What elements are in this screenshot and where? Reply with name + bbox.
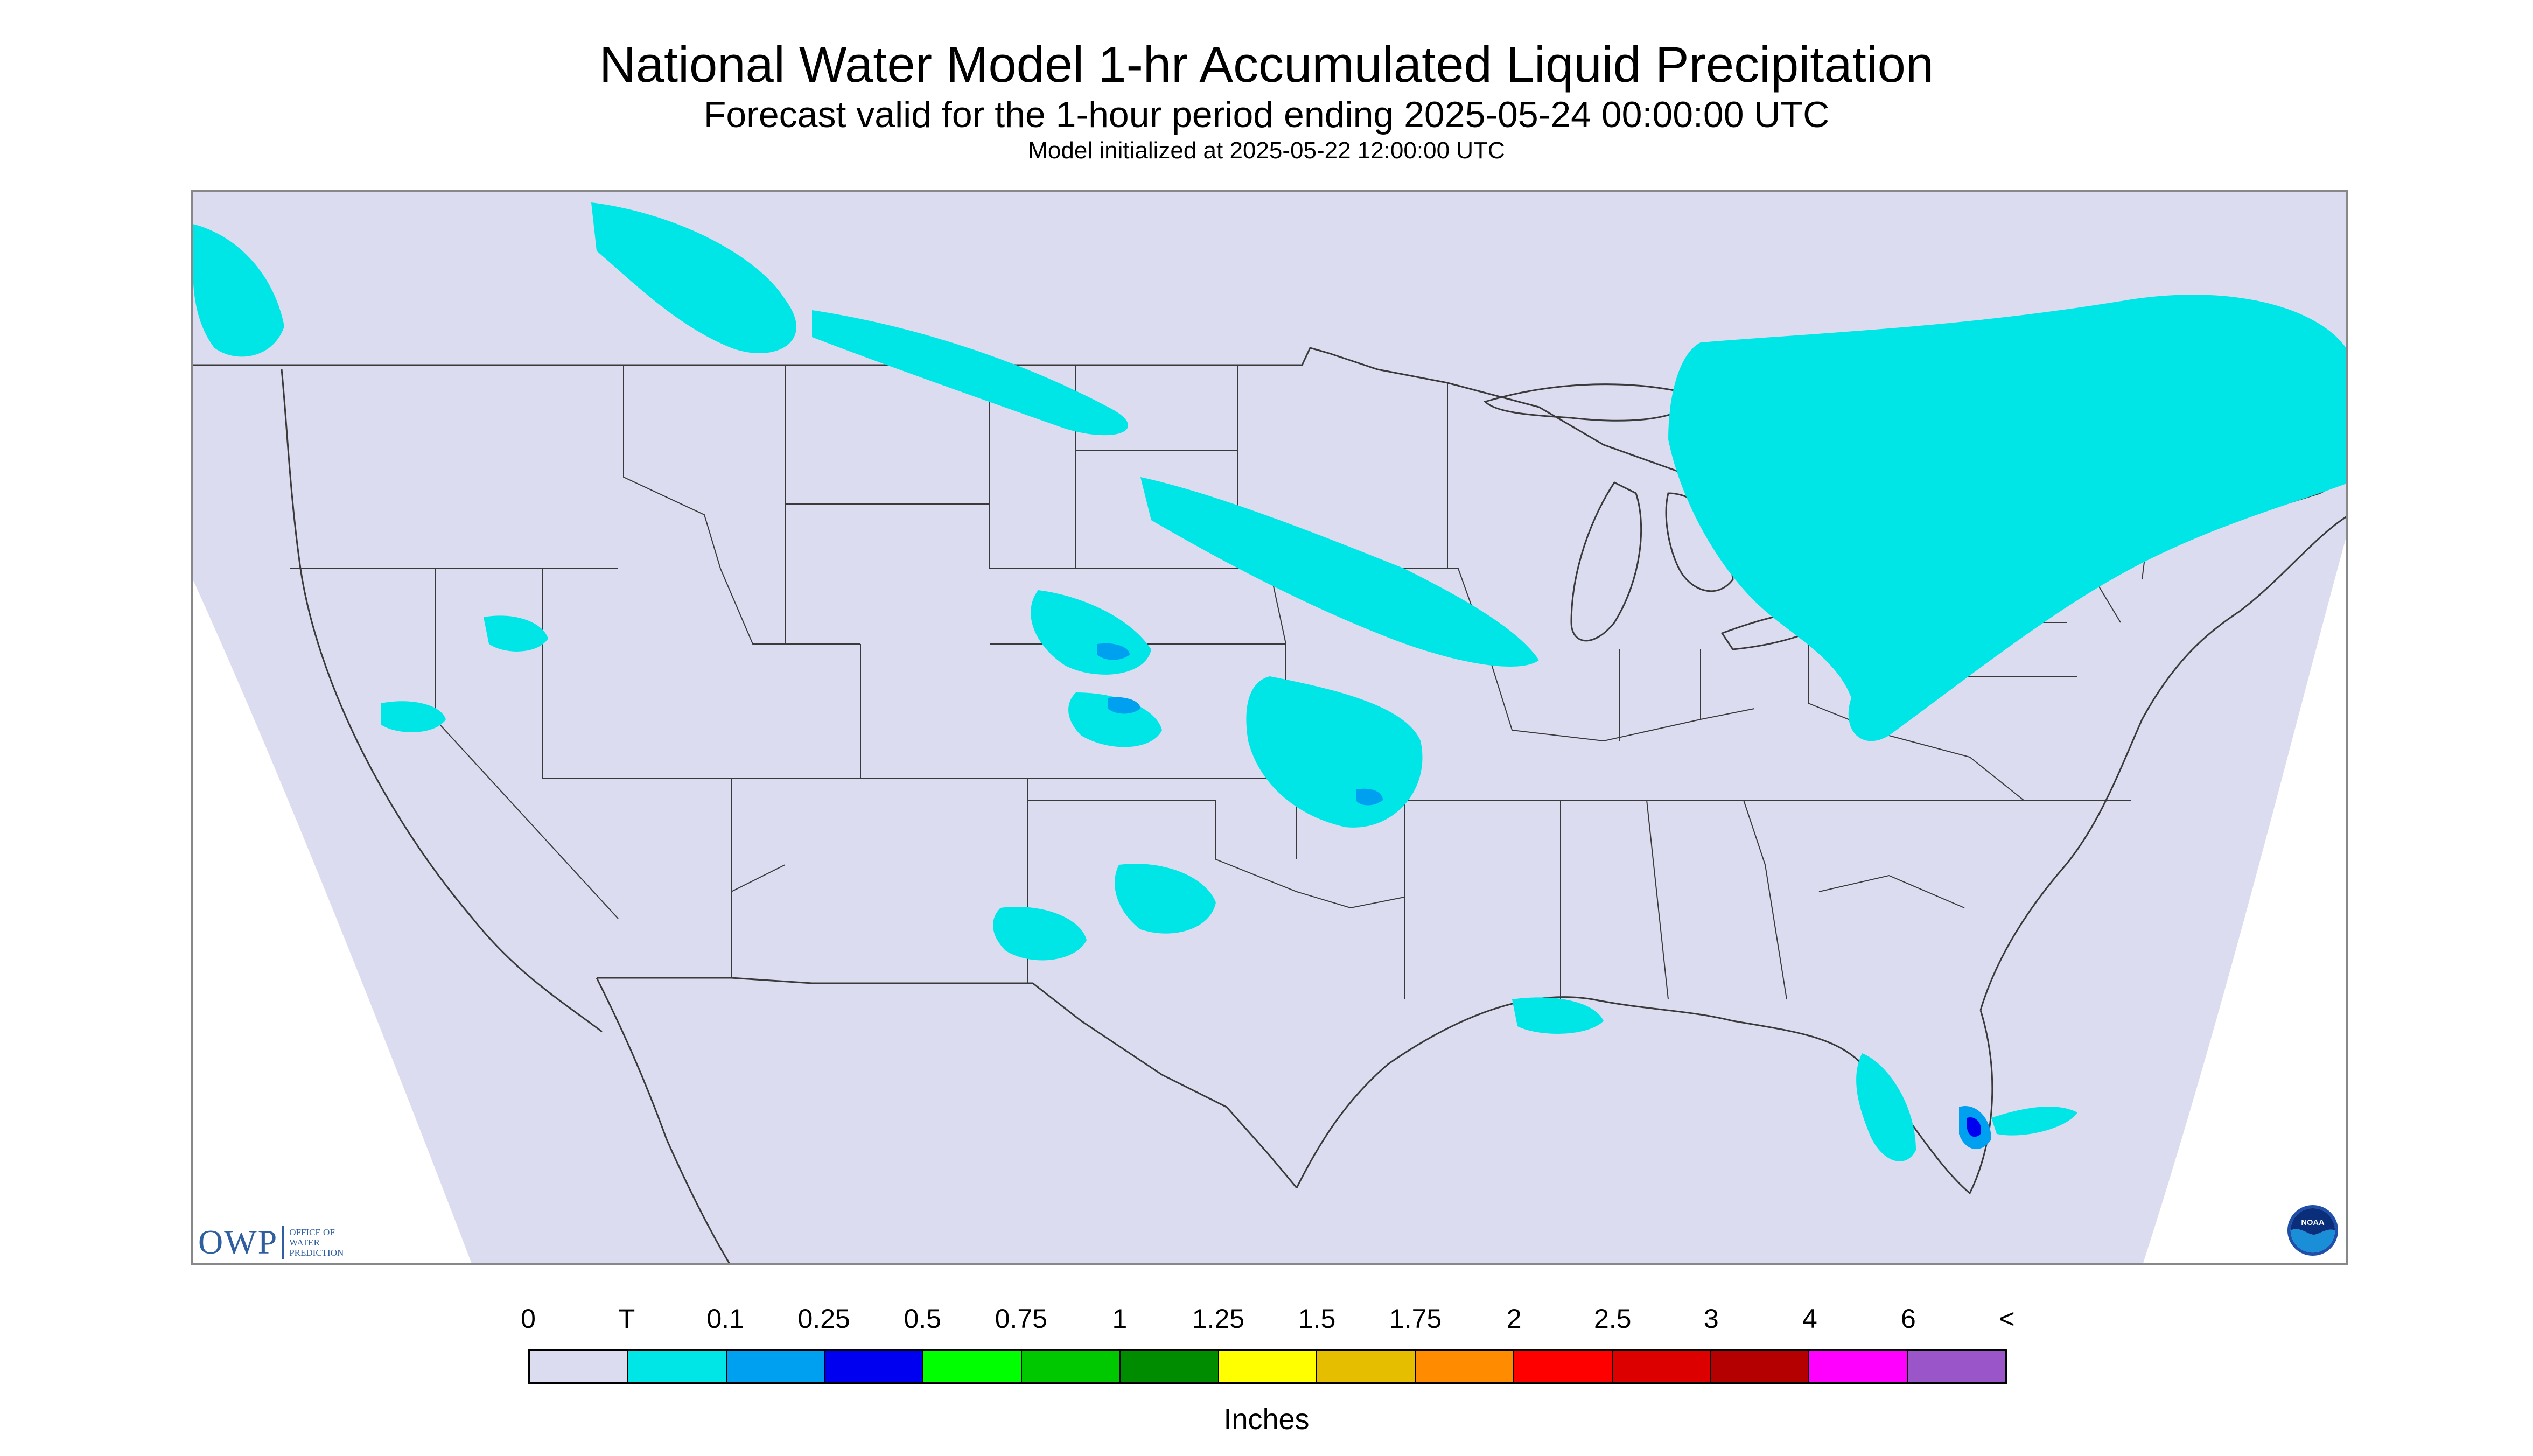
map-title: National Water Model 1-hr Accumulated Li…	[599, 36, 1934, 93]
precip-area	[381, 701, 446, 732]
lake-michigan	[1570, 481, 1642, 642]
precip-area	[1097, 643, 1130, 660]
state-line	[1700, 649, 1755, 720]
legend-tick-label: T	[618, 1304, 635, 1334]
legend-swatch	[628, 1351, 727, 1382]
owp-logo: OWP Office of Water Prediction	[198, 1222, 344, 1262]
legend-unit-label: Inches	[1223, 1403, 1310, 1436]
precip-area	[1967, 1117, 1981, 1137]
legend-tick-label: 0.5	[904, 1304, 942, 1334]
state-line	[1485, 643, 1701, 742]
legend-swatch	[1317, 1351, 1416, 1382]
legend-tick-label: 1.5	[1298, 1304, 1336, 1334]
atlantic-coast	[1979, 516, 2346, 1011]
owp-logo-text: Office of Water Prediction	[289, 1227, 344, 1258]
precip-area	[1856, 1053, 1916, 1161]
legend-tick-label: 1.25	[1192, 1304, 1245, 1334]
precip-area	[1356, 788, 1383, 806]
legend-swatch	[1021, 1351, 1121, 1382]
precip-areas-trace	[193, 202, 2346, 1161]
noaa-logo-text: NOAA	[2301, 1219, 2325, 1227]
precip-area	[1115, 864, 1216, 934]
legend-swatch	[1908, 1351, 2005, 1382]
owp-logo-line: Water	[289, 1237, 320, 1248]
owp-logo-mark: OWP	[198, 1223, 278, 1261]
legend-swatch	[726, 1351, 825, 1382]
precip-area	[193, 224, 284, 357]
legend-tick-label: 0.1	[706, 1304, 744, 1334]
precip-area	[1512, 997, 1604, 1034]
pacific-coast	[281, 369, 603, 1033]
legend-tick-label: <	[1999, 1304, 2015, 1334]
us-mexico-border	[597, 977, 1298, 1188]
state-line	[1818, 874, 1965, 908]
legend-swatch	[530, 1351, 628, 1382]
map-subtitle: Forecast valid for the 1-hour period end…	[703, 94, 1830, 135]
legend-tick-label: 1	[1112, 1304, 1128, 1334]
owp-logo-line: Office of	[289, 1227, 335, 1237]
precip-area	[484, 615, 548, 652]
state-line	[1027, 800, 1405, 909]
precip-area	[1140, 477, 1539, 667]
precip-area	[812, 310, 1129, 436]
legend-swatch	[1711, 1351, 1810, 1382]
legend-swatch	[923, 1351, 1022, 1382]
legend-swatch	[1612, 1351, 1711, 1382]
legend-tick-label: 0.75	[995, 1304, 1047, 1334]
state-line	[785, 503, 1221, 569]
state-line	[1888, 735, 2024, 801]
precip-area	[1991, 1107, 2077, 1136]
precip-areas-moderate	[1967, 1117, 1981, 1137]
precip-area	[1246, 676, 1423, 828]
state-line	[1646, 800, 1669, 1000]
legend-swatch	[1219, 1351, 1318, 1382]
map-canvas	[193, 192, 2346, 1263]
state-line	[731, 864, 786, 978]
precipitation-map	[191, 190, 2348, 1265]
legend-tick-label: 2.5	[1593, 1304, 1632, 1334]
legend-tick-label: 1.75	[1389, 1304, 1442, 1334]
legend-tick-label: 4	[1802, 1304, 1817, 1334]
precip-area	[1108, 697, 1140, 714]
legend-swatch	[1809, 1351, 1908, 1382]
legend-swatch	[1120, 1351, 1219, 1382]
state-line	[1743, 800, 1787, 1000]
noaa-logo: NOAA	[2287, 1205, 2339, 1256]
state-line	[623, 365, 860, 645]
legend-swatch	[1514, 1351, 1613, 1382]
legend-color-bar	[528, 1349, 2007, 1384]
precip-area	[591, 202, 796, 353]
legend-tick-label: 3	[1703, 1304, 1719, 1334]
precip-area	[1668, 295, 2346, 741]
owp-logo-line: Prediction	[289, 1247, 344, 1258]
legend-swatch	[1416, 1351, 1514, 1382]
model-init-text: Model initialized at 2025-05-22 12:00:00…	[1028, 137, 1505, 164]
legend-tick-label: 2	[1506, 1304, 1522, 1334]
gulf-coast	[1296, 996, 1993, 1195]
legend-labels: 0 T 0.1 0.25 0.5 0.75 1 1.25 1.5 1.75 2 2.5 3 4 6 <	[0, 1303, 2533, 1335]
legend-tick-label: 6	[1901, 1304, 1916, 1334]
baja-coast	[596, 977, 731, 1263]
legend-tick-label: 0	[521, 1304, 536, 1334]
precip-area	[993, 907, 1087, 961]
legend-tick-label: 0.25	[797, 1304, 850, 1334]
legend-swatch	[825, 1351, 924, 1382]
owp-logo-divider	[282, 1226, 284, 1259]
